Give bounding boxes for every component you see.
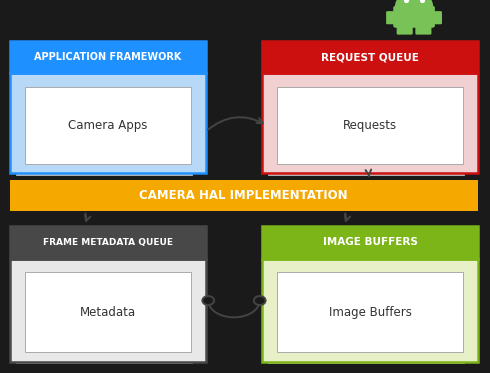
FancyBboxPatch shape: [262, 83, 458, 168]
FancyBboxPatch shape: [10, 268, 186, 356]
Circle shape: [202, 296, 214, 305]
FancyBboxPatch shape: [13, 86, 189, 171]
Text: FRAME METADATA QUEUE: FRAME METADATA QUEUE: [43, 238, 173, 247]
FancyBboxPatch shape: [416, 25, 431, 35]
Text: REQUEST QUEUE: REQUEST QUEUE: [321, 52, 419, 62]
Text: Metadata: Metadata: [80, 306, 136, 319]
FancyBboxPatch shape: [277, 272, 463, 352]
FancyBboxPatch shape: [393, 6, 435, 28]
Text: Camera Apps: Camera Apps: [68, 119, 147, 132]
FancyBboxPatch shape: [262, 226, 478, 259]
FancyBboxPatch shape: [10, 180, 478, 211]
Text: Requests: Requests: [343, 119, 397, 132]
Polygon shape: [396, 0, 432, 7]
FancyBboxPatch shape: [24, 272, 191, 352]
FancyBboxPatch shape: [10, 83, 186, 168]
FancyBboxPatch shape: [386, 11, 396, 24]
FancyBboxPatch shape: [262, 268, 458, 356]
Text: APPLICATION FRAMEWORK: APPLICATION FRAMEWORK: [34, 52, 181, 62]
FancyBboxPatch shape: [397, 25, 413, 35]
Circle shape: [254, 296, 266, 305]
FancyBboxPatch shape: [24, 87, 191, 164]
FancyBboxPatch shape: [262, 73, 478, 173]
FancyBboxPatch shape: [432, 11, 442, 24]
FancyBboxPatch shape: [10, 73, 206, 173]
Text: Image Buffers: Image Buffers: [328, 306, 412, 319]
FancyBboxPatch shape: [10, 259, 206, 362]
FancyBboxPatch shape: [277, 87, 463, 164]
FancyBboxPatch shape: [269, 275, 465, 363]
FancyBboxPatch shape: [265, 86, 461, 171]
FancyBboxPatch shape: [10, 226, 206, 259]
Text: CAMERA HAL IMPLEMENTATION: CAMERA HAL IMPLEMENTATION: [140, 189, 348, 202]
FancyBboxPatch shape: [13, 272, 189, 360]
FancyBboxPatch shape: [16, 275, 193, 363]
FancyBboxPatch shape: [10, 41, 206, 73]
FancyBboxPatch shape: [265, 272, 461, 360]
FancyBboxPatch shape: [262, 41, 478, 73]
Text: IMAGE BUFFERS: IMAGE BUFFERS: [322, 237, 417, 247]
FancyBboxPatch shape: [16, 90, 193, 175]
FancyBboxPatch shape: [262, 259, 478, 362]
FancyBboxPatch shape: [269, 90, 465, 175]
